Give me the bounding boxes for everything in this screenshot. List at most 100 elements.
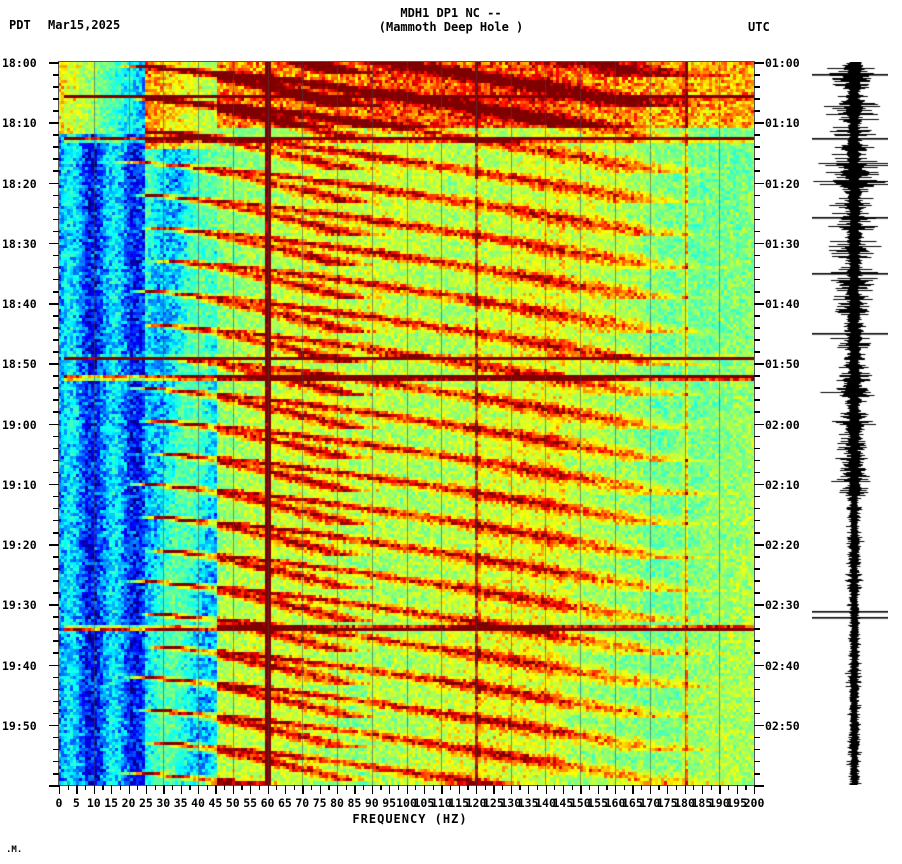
tick-minor [754, 170, 760, 173]
tick-major [649, 785, 652, 794]
tick-minor [53, 616, 59, 618]
tick-minor [754, 278, 760, 281]
time-label-local: 18:00 [2, 56, 37, 70]
tick-minor [67, 785, 69, 790]
tick-major [754, 664, 764, 667]
tick-major [510, 785, 513, 794]
tick-major [59, 785, 61, 794]
tick-minor [53, 556, 59, 558]
tick-minor [754, 327, 760, 329]
tick-major [528, 785, 530, 794]
tick-minor [754, 399, 760, 401]
tick-minor [754, 447, 760, 450]
tick-major [736, 785, 738, 794]
tick-minor [53, 315, 59, 317]
tick-minor [53, 471, 59, 474]
tick-major [76, 785, 78, 794]
tick-minor [754, 616, 760, 618]
tick-major [754, 785, 764, 787]
tick-minor [754, 640, 760, 642]
tick-minor [519, 785, 521, 790]
tick-minor [754, 351, 760, 353]
tick-major [93, 785, 96, 794]
tick-major [180, 785, 182, 794]
tick-major [580, 785, 582, 794]
tick-major [49, 423, 59, 426]
tick-major [49, 303, 59, 305]
tick-minor [754, 471, 760, 474]
tick-minor [102, 785, 104, 790]
tick-minor [189, 785, 191, 790]
tick-major [754, 303, 764, 305]
tick-minor [754, 772, 760, 775]
spectrogram-plot[interactable] [59, 62, 754, 785]
tick-minor [345, 785, 347, 790]
tick-major [754, 363, 764, 365]
tick-minor [754, 266, 760, 269]
tick-minor [754, 98, 760, 100]
tick-minor [658, 785, 660, 790]
seismogram-trace [812, 62, 888, 785]
tick-minor [754, 411, 760, 414]
time-label-utc: 02:50 [765, 718, 800, 733]
tick-minor [53, 74, 59, 76]
tick-minor [380, 785, 382, 790]
time-label-utc: 01:30 [765, 236, 800, 251]
tick-major [49, 664, 59, 667]
tick-minor [53, 290, 59, 293]
time-label-utc: 02:30 [765, 598, 800, 613]
tick-major [719, 785, 721, 794]
tick-minor [53, 254, 59, 257]
tick-minor [754, 736, 760, 739]
tick-minor [571, 785, 573, 790]
tick-major [49, 242, 59, 245]
tick-major [284, 785, 287, 794]
time-label-local: 19:30 [2, 598, 37, 613]
tick-minor [397, 785, 400, 790]
tick-minor [53, 278, 59, 281]
tick-minor [53, 748, 59, 751]
tick-minor [171, 785, 174, 790]
tick-minor [363, 785, 365, 790]
tick-minor [623, 785, 625, 790]
tick-major [667, 785, 669, 794]
tick-minor [484, 785, 486, 790]
time-label-local: 19:40 [2, 658, 37, 673]
tick-minor [754, 218, 760, 221]
tick-minor [449, 785, 452, 790]
time-label-local: 19:10 [2, 477, 37, 492]
tick-minor [258, 785, 261, 790]
tick-major [684, 785, 686, 794]
tick-minor [754, 158, 760, 160]
tick-major [754, 483, 764, 486]
corner-mark: .M. [6, 845, 23, 855]
tick-minor [641, 785, 643, 790]
tick-major [754, 242, 764, 245]
tick-minor [53, 628, 59, 630]
tick-major [389, 785, 391, 794]
tick-minor [693, 785, 695, 790]
time-label-local: 19:00 [2, 417, 37, 432]
tick-minor [293, 785, 295, 790]
timezone-label-right: UTC [748, 20, 770, 34]
tick-major [337, 785, 339, 794]
tick-major [49, 544, 59, 546]
tick-minor [53, 736, 59, 739]
tick-major [49, 604, 59, 606]
time-label-local: 19:50 [2, 718, 37, 733]
tick-minor [502, 785, 504, 790]
time-label-local: 18:50 [2, 357, 37, 372]
station-title: MDH1 DP1 NC -- [400, 6, 502, 20]
tick-minor [53, 495, 59, 498]
tick-minor [754, 194, 760, 197]
tick-minor [754, 748, 760, 751]
tick-minor [53, 459, 59, 462]
tick-minor [754, 628, 760, 630]
tick-major [406, 785, 408, 794]
tick-minor [53, 411, 59, 414]
frequency-axis: 0 5 10 15 20 25 30 35 40 45 50 55 60 65 70 75 80 85 90 95 10… [0, 785, 902, 825]
tick-minor [754, 206, 760, 209]
tick-minor [53, 98, 59, 100]
tick-minor [53, 375, 59, 377]
tick-major [302, 785, 304, 794]
